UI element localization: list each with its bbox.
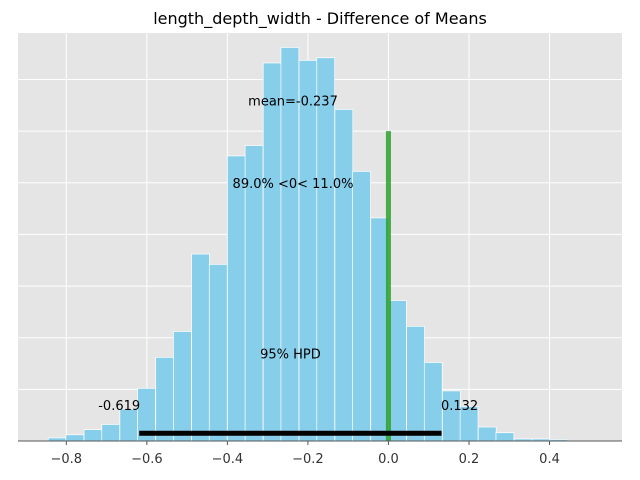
histogram-bar [298, 60, 318, 442]
x-tick-label: −0.8 [51, 452, 83, 467]
mean-annotation: mean=-0.237 [248, 94, 338, 109]
hpd-low-label: -0.619 [98, 399, 140, 414]
histogram-bar [495, 432, 515, 442]
histogram-bar [208, 264, 228, 442]
histogram-bar [388, 300, 407, 442]
hpd-annotation: 95% HPD [260, 347, 321, 362]
x-tick-label: 0.2 [459, 452, 480, 467]
histogram-bar [227, 155, 246, 442]
histogram-bar [477, 426, 497, 442]
histogram-bar [262, 62, 282, 442]
histogram-bar [65, 434, 85, 442]
histogram-bar [352, 171, 371, 442]
histogram-bar [83, 429, 103, 442]
chart-title: length_depth_width - Difference of Means [153, 9, 487, 29]
hpd-high-label: 0.132 [441, 399, 478, 414]
histogram-bar [155, 356, 174, 442]
x-tick-label: −0.6 [131, 452, 163, 467]
histogram-bar [191, 253, 210, 442]
histogram-bar [334, 109, 354, 442]
histogram-bar [101, 424, 121, 442]
histogram-bar [406, 325, 425, 442]
x-tick-label: 0.0 [378, 452, 399, 467]
x-tick-label: 0.4 [539, 452, 560, 467]
histogram-bar [423, 362, 443, 442]
histogram-bars [47, 47, 569, 442]
x-ticks: −0.8 −0.6 −0.4 −0.2 0.0 0.2 0.4 [51, 441, 560, 467]
x-tick-label: −0.4 [212, 452, 244, 467]
x-tick-label: −0.2 [292, 452, 324, 467]
histogram-bar [316, 57, 336, 442]
histogram-bar [173, 331, 192, 442]
reference-annotation: 89.0% <0< 11.0% [233, 177, 354, 192]
